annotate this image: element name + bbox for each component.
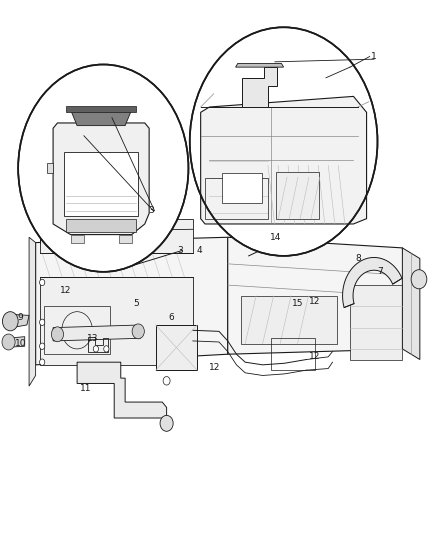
Polygon shape xyxy=(35,237,228,365)
Polygon shape xyxy=(403,248,420,360)
Text: 15: 15 xyxy=(292,299,304,308)
Polygon shape xyxy=(53,325,141,341)
Circle shape xyxy=(39,359,45,366)
Polygon shape xyxy=(53,123,149,235)
Bar xyxy=(272,338,315,370)
Text: 10: 10 xyxy=(14,339,26,348)
Bar xyxy=(64,152,138,216)
Text: 6: 6 xyxy=(168,312,174,321)
Polygon shape xyxy=(242,67,277,107)
Text: 1: 1 xyxy=(371,52,377,61)
Circle shape xyxy=(93,346,99,352)
Circle shape xyxy=(104,346,109,352)
Circle shape xyxy=(3,312,18,331)
Text: 7: 7 xyxy=(378,268,383,276)
Bar xyxy=(66,219,136,232)
Circle shape xyxy=(2,334,15,350)
Bar xyxy=(40,219,193,253)
Text: 8: 8 xyxy=(356,254,362,263)
Bar xyxy=(71,235,84,243)
Text: 14: 14 xyxy=(270,233,282,242)
Bar xyxy=(119,235,132,243)
Bar xyxy=(155,325,197,370)
Text: 13: 13 xyxy=(87,334,98,343)
Text: 12: 12 xyxy=(60,286,71,295)
Polygon shape xyxy=(236,63,284,67)
Circle shape xyxy=(163,376,170,385)
Circle shape xyxy=(411,270,427,289)
Text: 11: 11 xyxy=(80,384,92,393)
Bar xyxy=(241,296,337,344)
Polygon shape xyxy=(7,337,25,348)
Text: 5: 5 xyxy=(133,299,139,308)
Polygon shape xyxy=(46,163,53,173)
Bar xyxy=(66,106,136,112)
Circle shape xyxy=(39,343,45,350)
Bar xyxy=(223,173,262,203)
Polygon shape xyxy=(71,110,132,126)
Bar xyxy=(276,172,318,219)
Circle shape xyxy=(190,27,378,256)
Text: 12: 12 xyxy=(309,352,321,361)
Text: 12: 12 xyxy=(209,363,220,372)
Text: 12: 12 xyxy=(309,296,321,305)
Bar xyxy=(205,177,268,219)
Circle shape xyxy=(18,64,188,272)
Text: 3: 3 xyxy=(177,246,183,255)
Text: 4: 4 xyxy=(197,246,202,255)
Polygon shape xyxy=(12,314,29,328)
Polygon shape xyxy=(77,362,166,418)
Polygon shape xyxy=(343,257,402,308)
Polygon shape xyxy=(201,96,367,224)
Bar xyxy=(350,285,403,360)
Bar xyxy=(40,277,193,365)
Circle shape xyxy=(132,324,145,339)
Bar xyxy=(44,306,110,354)
Circle shape xyxy=(39,279,45,286)
Circle shape xyxy=(51,327,64,342)
Polygon shape xyxy=(228,237,411,354)
Circle shape xyxy=(160,415,173,431)
Circle shape xyxy=(39,319,45,326)
Text: 3: 3 xyxy=(148,206,154,215)
Polygon shape xyxy=(29,237,35,386)
Text: 9: 9 xyxy=(18,312,23,321)
